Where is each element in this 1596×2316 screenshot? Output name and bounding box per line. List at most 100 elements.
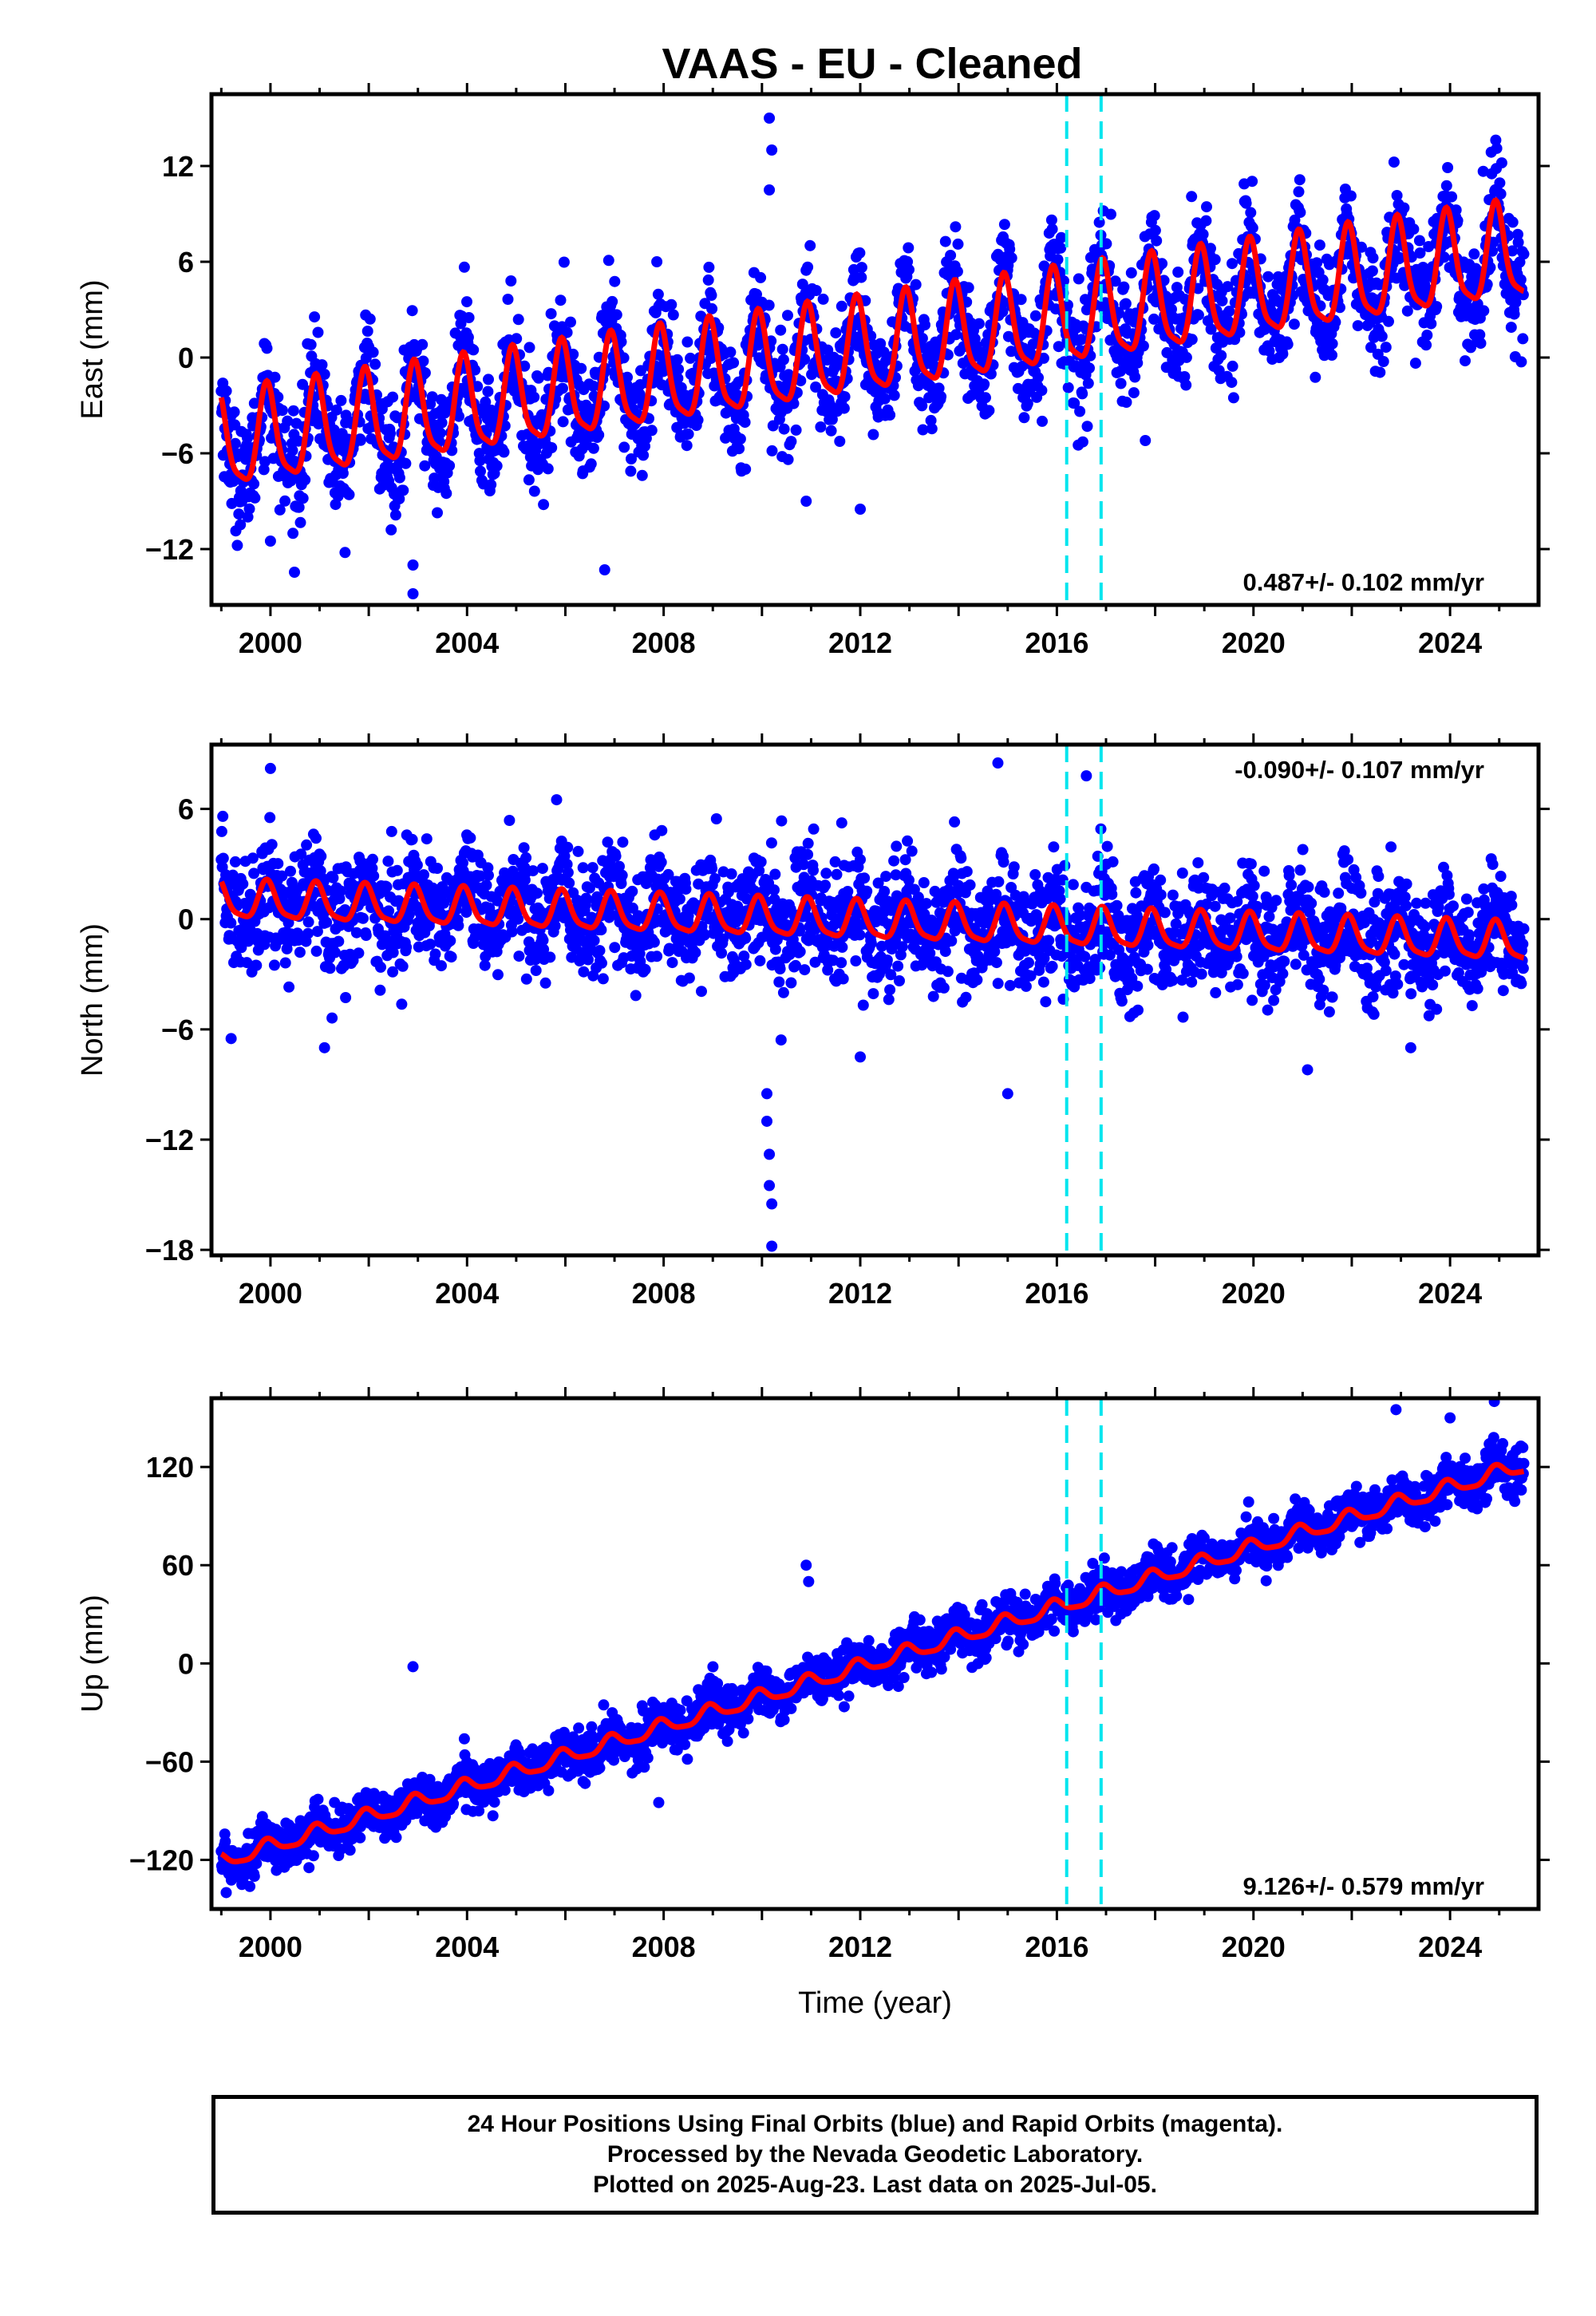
north-data-point xyxy=(225,917,237,929)
east-data-point xyxy=(545,308,557,320)
east-data-point xyxy=(1440,180,1452,192)
east-data-point xyxy=(261,342,273,354)
east-data-point xyxy=(1062,381,1074,393)
east-data-point xyxy=(978,378,990,390)
east-outlier-point xyxy=(407,559,419,571)
north-data-point xyxy=(334,919,346,931)
east-data-point xyxy=(1365,342,1377,354)
north-data-point xyxy=(1116,995,1128,1007)
north-data-point xyxy=(946,935,958,947)
north-data-point xyxy=(1209,900,1221,912)
north-data-point xyxy=(755,856,767,868)
east-data-point xyxy=(1132,357,1144,369)
east-ytick-label: 0 xyxy=(178,342,194,374)
east-data-point xyxy=(625,465,637,477)
east-data-point xyxy=(622,371,633,383)
east-data-point xyxy=(1310,371,1321,383)
east-data-point xyxy=(1311,257,1323,269)
north-data-point xyxy=(899,854,911,866)
east-data-point xyxy=(1227,360,1238,372)
east-data-point xyxy=(916,333,928,344)
east-data-point xyxy=(952,238,964,250)
north-data-point xyxy=(1112,910,1124,922)
north-data-point xyxy=(1270,895,1282,907)
north-data-point xyxy=(1286,879,1298,891)
north-data-point xyxy=(539,977,551,989)
east-data-point xyxy=(1015,294,1027,306)
north-data-point xyxy=(836,817,847,829)
east-data-point xyxy=(417,338,429,350)
east-data-point xyxy=(1512,228,1523,240)
east-ytick-label: −12 xyxy=(145,533,194,566)
east-data-point xyxy=(1508,308,1520,320)
east-xtick-label: 2012 xyxy=(828,626,892,659)
east-data-point xyxy=(1314,239,1325,251)
north-data-point xyxy=(836,941,848,953)
east-data-point xyxy=(1115,377,1127,389)
east-data-point xyxy=(1148,313,1159,325)
east-xtick-label: 2016 xyxy=(1025,626,1088,659)
east-data-point xyxy=(364,313,376,325)
north-data-point xyxy=(588,935,600,947)
north-data-point xyxy=(1038,952,1050,964)
north-data-point xyxy=(302,916,314,928)
east-data-point xyxy=(426,391,438,403)
north-data-point xyxy=(1132,1004,1144,1016)
east-data-point xyxy=(469,364,481,376)
north-data-point xyxy=(594,945,606,957)
north-data-point xyxy=(596,957,607,969)
north-data-point xyxy=(561,859,573,870)
east-data-point xyxy=(330,404,342,416)
north-data-point xyxy=(939,946,951,958)
east-data-point xyxy=(855,262,867,274)
east-data-point xyxy=(1004,243,1016,255)
east-data-point xyxy=(593,429,605,441)
east-data-points xyxy=(215,113,1530,599)
east-ytick-label: 12 xyxy=(162,150,194,183)
north-data-point xyxy=(740,932,752,944)
east-data-point xyxy=(1052,254,1064,266)
east-data-point xyxy=(1246,176,1258,188)
north-data-point xyxy=(1107,856,1119,868)
chart-title: VAAS - EU - Cleaned xyxy=(662,40,1082,88)
north-data-point xyxy=(831,868,843,880)
east-data-point xyxy=(1377,356,1389,367)
east-data-point xyxy=(1289,214,1301,226)
east-data-point xyxy=(867,429,879,441)
east-data-point xyxy=(973,318,985,330)
east-data-point xyxy=(782,453,794,465)
north-data-point xyxy=(837,973,849,985)
north-data-point xyxy=(949,816,961,828)
north-data-point xyxy=(479,959,491,971)
north-data-point xyxy=(531,887,543,899)
east-data-point xyxy=(705,290,717,301)
east-data-point xyxy=(817,293,829,305)
east-data-point xyxy=(528,485,540,497)
north-data-point xyxy=(314,865,326,877)
north-data-point xyxy=(418,869,429,881)
north-data-point xyxy=(1290,958,1302,970)
east-data-point xyxy=(434,427,446,439)
east-data-point xyxy=(1222,281,1234,293)
north-data-point xyxy=(1342,854,1354,866)
north-data-point xyxy=(438,897,450,909)
east-data-point xyxy=(1137,340,1149,352)
north-data-point xyxy=(902,835,914,847)
north-data-point xyxy=(324,962,336,974)
north-data-point xyxy=(333,935,345,947)
east-data-point xyxy=(233,508,245,520)
north-data-point xyxy=(1089,954,1101,966)
east-data-point xyxy=(703,261,715,273)
north-data-point xyxy=(279,957,291,969)
east-data-point xyxy=(777,354,789,366)
east-data-point xyxy=(1245,207,1257,219)
north-data-point xyxy=(587,862,598,874)
east-data-point xyxy=(309,311,321,323)
north-data-point xyxy=(1004,979,1016,991)
east-data-point xyxy=(672,373,684,384)
east-data-point xyxy=(838,402,850,414)
east-data-point xyxy=(1036,385,1048,397)
east-data-point xyxy=(472,381,484,393)
east-data-point xyxy=(997,306,1009,318)
east-data-point xyxy=(1215,350,1227,362)
